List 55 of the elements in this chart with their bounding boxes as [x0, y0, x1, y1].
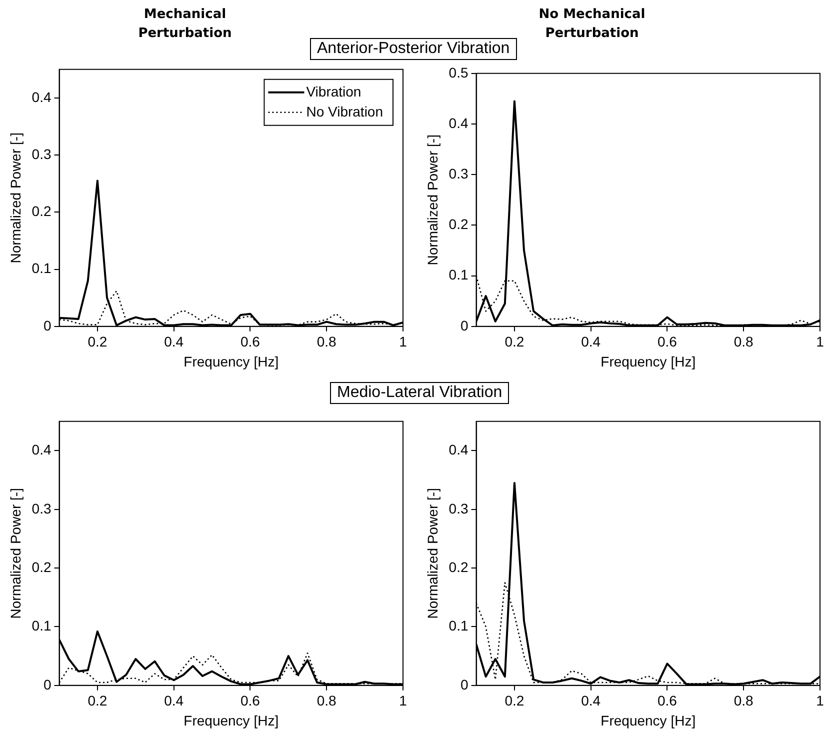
x-tick-label: 0.2 [88, 334, 108, 350]
text: Medio-Lateral Vibration [330, 382, 510, 404]
x-tick-label: 0.6 [240, 692, 260, 709]
y-tick-label: 0.4 [32, 88, 52, 105]
x-tick-label: 1 [399, 334, 408, 350]
x-tick-label: 0.2 [504, 692, 524, 709]
y-tick-label: 0 [43, 317, 52, 334]
x-tick-label: 0.4 [581, 334, 601, 350]
y-tick-label: 0.1 [32, 260, 52, 276]
y-tick-label: 0 [43, 676, 52, 692]
y-axis-title: Normalized Power [-] [7, 488, 24, 619]
y-tick-label: 0.3 [32, 500, 52, 516]
x-tick-label: 1 [816, 692, 824, 709]
x-tick-label: 0.4 [164, 692, 184, 709]
y-tick-label: 0.1 [448, 618, 468, 634]
y-tick-label: 0 [460, 676, 468, 692]
chart-title: No Mechanical Perturbation [538, 6, 646, 43]
text: Anterior-Posterior Vibration [310, 38, 517, 60]
y-tick-label: 0.3 [448, 500, 468, 516]
y-tick-label: 0.4 [448, 114, 468, 131]
x-tick-label: 0.4 [581, 692, 601, 709]
y-tick-label: 0.2 [32, 558, 52, 575]
x-axis-title: Frequency [Hz] [184, 353, 279, 370]
y-tick-label: 0.4 [32, 442, 52, 458]
y-tick-label: 0.1 [32, 618, 52, 634]
x-tick-label: 0.8 [316, 334, 337, 350]
legend-label: No Vibration [306, 103, 384, 120]
x-tick-label: 1 [816, 334, 824, 350]
x-axis-title: Frequency [Hz] [184, 712, 279, 728]
y-tick-label: 0.2 [448, 558, 468, 575]
y-axis-title: Normalized Power [-] [424, 488, 440, 619]
y-axis-title: Normalized Power [-] [7, 132, 24, 264]
y-tick-label: 0.1 [448, 266, 468, 283]
x-tick-label: 0.6 [240, 334, 260, 350]
x-axis-title: Frequency [Hz] [600, 353, 696, 370]
x-tick-label: 0.8 [734, 334, 754, 350]
x-tick-label: 0.8 [316, 692, 337, 709]
x-tick-label: 0.8 [734, 692, 754, 709]
y-tick-label: 0.3 [448, 165, 468, 182]
chart-title: Mechanical Perturbation [137, 6, 233, 43]
y-tick-label: 0.4 [448, 442, 468, 458]
x-tick-label: 0.2 [88, 692, 108, 709]
y-tick-label: 0.5 [448, 64, 468, 80]
y-axis-title: Normalized Power [-] [424, 134, 440, 266]
x-tick-label: 1 [399, 692, 408, 709]
x-tick-label: 0.4 [164, 334, 184, 350]
x-tick-label: 0.6 [657, 334, 678, 350]
y-tick-label: 0.2 [32, 203, 52, 220]
y-tick-label: 0 [460, 317, 468, 334]
x-tick-label: 0.6 [657, 692, 678, 709]
x-tick-label: 0.2 [504, 334, 524, 350]
x-axis-title: Frequency [Hz] [600, 712, 696, 728]
y-tick-label: 0.3 [32, 146, 52, 162]
legend-label: Vibration [306, 83, 362, 100]
y-tick-label: 0.2 [448, 216, 468, 232]
